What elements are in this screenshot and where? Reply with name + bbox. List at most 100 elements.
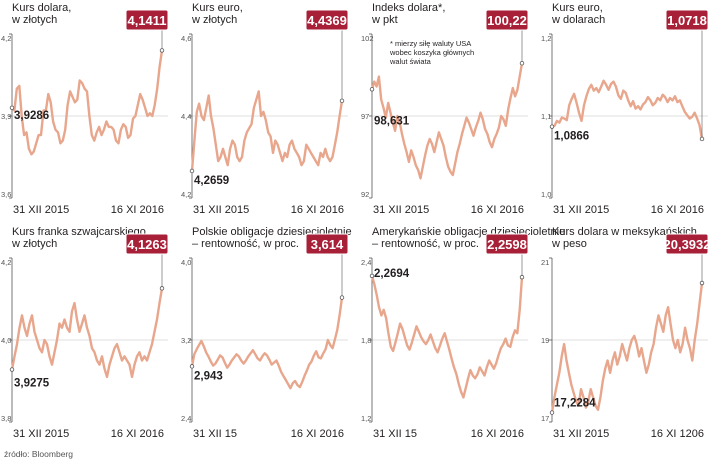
end-value-label: 4,1263 [127,237,167,252]
chart-panel-7: Amerykańskie obligacje dziesięcioletnie–… [361,226,565,440]
x-start-label: 31 XII 2015 [553,428,609,440]
chart-title-line: w złotych [11,14,57,26]
chart-title-line: Kurs euro, [192,2,243,14]
start-point [9,105,15,110]
y-tick-label: 4,2 [181,190,191,199]
x-end-label: 16 XI 2016 [651,204,704,216]
y-tick-label: 1,2 [361,414,371,423]
start-value-label: 2,943 [194,370,223,382]
end-value-label: 4,1411 [127,13,166,28]
series-line [10,49,164,156]
start-value-label: 17,2284 [554,398,596,410]
start-point [369,87,375,92]
y-tick-label: 3,2 [181,336,191,345]
y-tick-label: 3,8 [1,414,11,423]
chart-title-line: – rentowność, w proc. [372,238,479,250]
x-end-label: 16 XI 1206 [651,428,704,440]
y-tick-label: 17 [541,414,549,423]
end-value-label: 20,3932 [664,237,711,252]
x-start-label: 31 XII 2015 [13,428,69,440]
x-start-label: 31 XII 2015 [373,204,429,216]
end-point [519,60,525,66]
x-start-label: 31 XII 2015 [553,204,609,216]
x-end-label: 16 XI 2016 [471,204,524,216]
y-tick-label: 1,2 [541,34,551,43]
start-value-label: 98,631 [374,115,410,127]
end-point [699,280,705,286]
chart-title-line: Kurs dolara w meksykańskich, [552,226,700,238]
series-line [550,79,704,141]
start-point [189,168,195,174]
start-value-label: 3,9286 [14,110,49,122]
y-tick-label: 92 [361,190,369,199]
end-value-label: 4,4369 [307,13,347,28]
y-tick-label: 1,0 [541,190,551,199]
chart-title-line: w pkt [371,14,398,26]
start-value-label: 4,2659 [194,175,229,187]
chart-title-line: Kurs euro, [552,2,603,14]
x-end-label: 16 XI 2016 [111,428,164,440]
y-tick-label: 3,9 [1,112,11,121]
x-start-label: 31 XII 15 [373,428,417,440]
end-point [339,295,345,300]
y-tick-label: 102 [361,34,374,43]
series-line [190,296,344,390]
start-point [369,273,375,279]
chart-title-line: w złotych [11,238,57,250]
end-value-badge [305,233,349,255]
y-tick-label: 3,6 [1,190,11,199]
end-value-label: 100,22 [487,13,527,28]
start-value-label: 1,0866 [554,131,589,143]
chart-note-line: * mierzy siłę waluty USA [390,39,471,48]
start-point [9,367,15,372]
chart-panel-3: Indeks dolara*,w pkt 102 97 92 98,631 100,22 *… [361,2,529,216]
chart-title-line: Kurs dolara, [12,2,71,14]
x-end-label: 16 XI 2016 [291,428,344,440]
series-line [190,90,344,173]
end-value-badge [665,233,709,255]
y-tick-label: 19 [541,336,549,345]
start-point [549,124,555,129]
y-tick-label: 4,6 [181,34,191,43]
chart-title-line: w dolarach [551,14,605,26]
chart-title-line: w peso [551,238,587,250]
chart-note-line: wobec koszyka głównych [389,48,474,57]
start-value-label: 3,9275 [14,378,50,390]
y-tick-label: 21 [541,258,549,267]
start-point [549,410,555,415]
chart-title-line: Indeks dolara*, [372,2,445,14]
y-tick-label: 4,2 [1,258,11,267]
end-point [339,98,345,104]
end-value-badge [485,233,529,255]
start-point [189,364,195,369]
start-value-label: 2,2694 [374,268,410,280]
end-value-badge [125,233,169,255]
end-value-label: 1,0718 [667,13,707,28]
source-note: źródło: Bloomberg [4,449,73,459]
x-start-label: 31 XII 2015 [193,204,249,216]
end-value-badge [485,9,529,31]
end-point [519,274,525,280]
y-tick-label: 1,1 [541,112,551,121]
y-tick-label: 4,0 [181,258,191,267]
series-line [370,62,524,180]
y-tick-label: 2,4 [361,258,371,267]
series-line [10,287,164,379]
x-end-label: 16 XI 2016 [291,204,344,216]
end-value-label: 2,2598 [487,237,527,252]
x-end-label: 16 XI 2016 [111,204,164,216]
chart-title-line: – rentowność, w proc. [192,238,299,250]
end-point [159,286,165,291]
chart-title-line: Kurs franka szwajcarskiego, [12,226,149,238]
end-value-label: 3,614 [311,237,344,252]
end-value-badge [125,9,169,31]
y-tick-label: 97 [361,112,369,121]
end-value-badge [305,9,349,31]
x-end-label: 16 XI 2016 [471,428,524,440]
x-start-label: 31 XII 2015 [13,204,69,216]
